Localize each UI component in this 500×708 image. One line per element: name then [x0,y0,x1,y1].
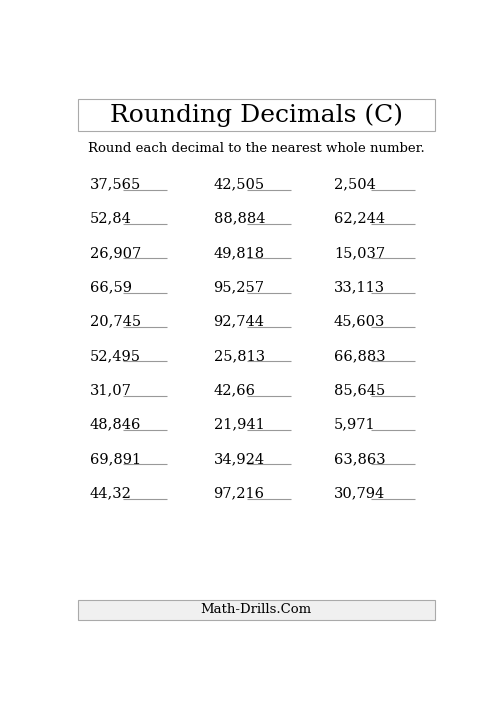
Text: 66,59: 66,59 [90,280,132,295]
Text: 85,645: 85,645 [334,383,385,397]
Text: 15,037: 15,037 [334,246,385,260]
Text: 5,971: 5,971 [334,418,376,432]
Text: 44,32: 44,32 [90,486,132,501]
Text: Rounding Decimals (C): Rounding Decimals (C) [110,103,403,127]
Text: 21,941: 21,941 [214,418,264,432]
Text: Round each decimal to the nearest whole number.: Round each decimal to the nearest whole … [88,142,424,155]
Text: 52,84: 52,84 [90,212,132,226]
Text: 92,744: 92,744 [214,314,264,329]
Text: 34,924: 34,924 [214,452,265,466]
Text: 62,244: 62,244 [334,212,385,226]
Text: 20,745: 20,745 [90,314,141,329]
Text: Math-Drills.Com: Math-Drills.Com [200,603,312,617]
Text: 45,603: 45,603 [334,314,385,329]
Text: 63,863: 63,863 [334,452,386,466]
Text: 69,891: 69,891 [90,452,141,466]
Text: 30,794: 30,794 [334,486,385,501]
Text: 26,907: 26,907 [90,246,141,260]
Text: 48,846: 48,846 [90,418,141,432]
Text: 88,884: 88,884 [214,212,265,226]
Text: 2,504: 2,504 [334,177,376,191]
Text: 37,565: 37,565 [90,177,141,191]
FancyBboxPatch shape [78,600,434,620]
Text: 42,505: 42,505 [214,177,265,191]
Text: 97,216: 97,216 [214,486,264,501]
Text: 25,813: 25,813 [214,349,265,363]
Text: 42,66: 42,66 [214,383,256,397]
Text: 52,495: 52,495 [90,349,140,363]
Text: 66,883: 66,883 [334,349,386,363]
FancyBboxPatch shape [78,99,434,131]
Text: 49,818: 49,818 [214,246,265,260]
Text: 31,07: 31,07 [90,383,132,397]
Text: 33,113: 33,113 [334,280,385,295]
Text: 95,257: 95,257 [214,280,264,295]
